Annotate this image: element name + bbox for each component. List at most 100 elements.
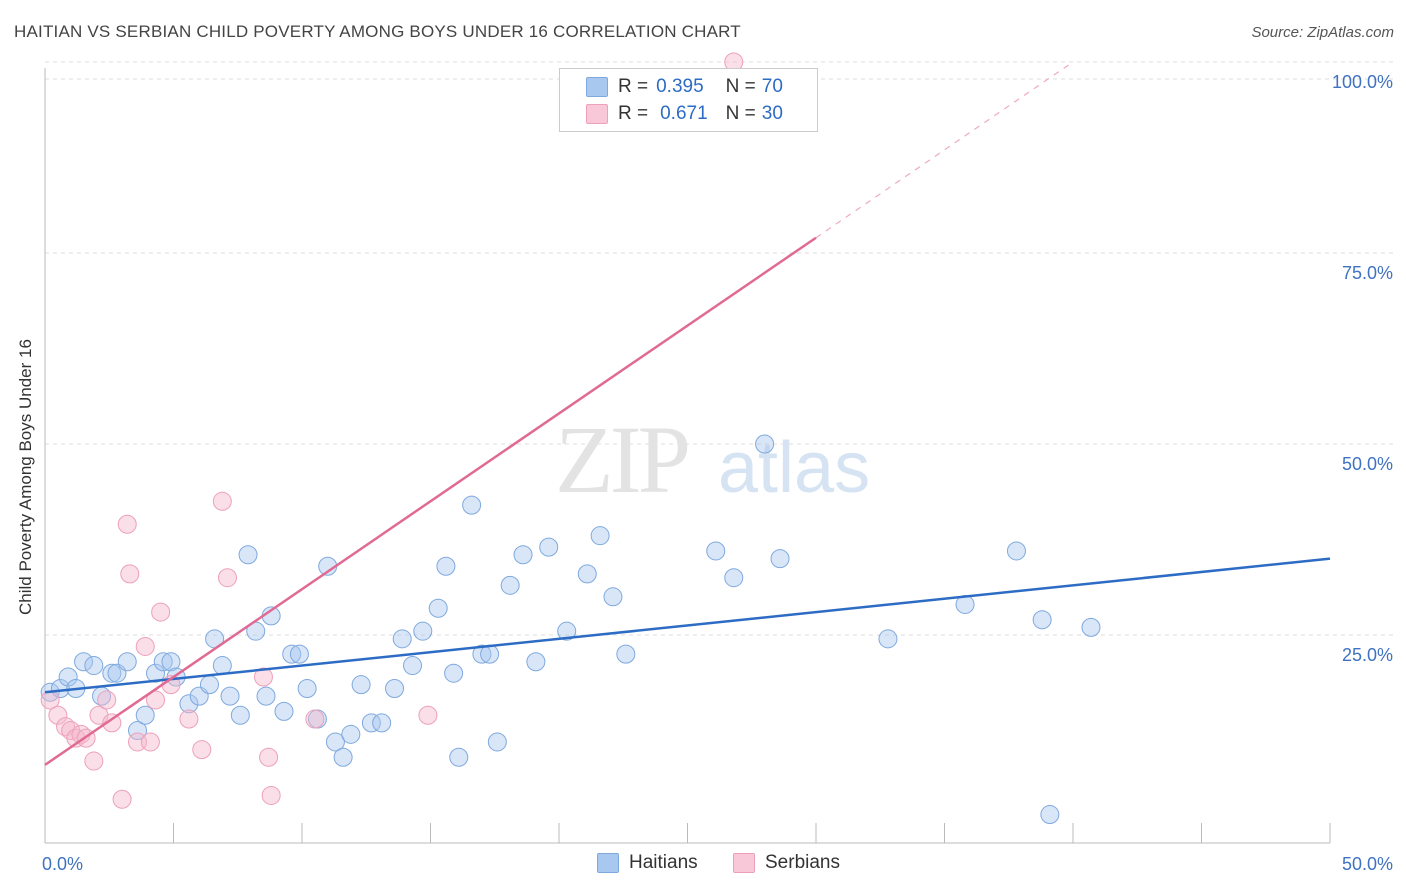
- legend-row-serbians: R = 0.671 N = 30: [586, 102, 783, 126]
- serbians-trend-line: [44, 236, 817, 766]
- watermark: ZIP atlas: [555, 406, 870, 513]
- serbian-point: [102, 713, 122, 733]
- y-tick-label: 50.0%: [1342, 454, 1393, 474]
- haitian-point: [274, 701, 294, 721]
- haitian-point: [128, 721, 148, 740]
- serbian-point: [84, 751, 104, 771]
- x-tick-label: 50.0%: [1342, 854, 1393, 874]
- haitian-point: [436, 556, 456, 576]
- haitian-point: [372, 713, 392, 733]
- serbian-point: [117, 514, 137, 534]
- haitian-point: [603, 587, 623, 607]
- serbian-point: [48, 705, 68, 725]
- haitian-point: [220, 686, 240, 706]
- haitian-point: [500, 575, 520, 595]
- haitian-point: [230, 705, 250, 725]
- haitian-point: [117, 652, 137, 672]
- haitian-point: [539, 537, 559, 557]
- serbian-point: [179, 709, 199, 729]
- haitian-point: [238, 545, 258, 565]
- bottom-legend-serbians: Serbians: [733, 852, 840, 874]
- haitians-swatch: [597, 853, 619, 873]
- serbian-point: [212, 491, 232, 511]
- haitian-point: [428, 598, 448, 618]
- serbian-point: [97, 690, 117, 710]
- serbian-point: [151, 602, 171, 622]
- n-label: N =: [725, 76, 756, 97]
- legend-label-haitians: Haitians: [629, 852, 698, 873]
- serbian-point: [261, 785, 281, 805]
- haitian-point: [472, 644, 492, 664]
- haitian-point: [256, 686, 276, 706]
- axis-layer: [44, 68, 1331, 844]
- haitian-point: [449, 747, 469, 767]
- tick-layer: 25.0% 50.0% 75.0% 100.0% 0.0% 50.0%: [42, 72, 1393, 874]
- serbians-trend-extension: [815, 61, 1074, 239]
- y-axis-label-wrap: Child Poverty Among Boys Under 16: [16, 339, 36, 635]
- haitian-point: [755, 434, 775, 454]
- haitian-point: [74, 652, 94, 672]
- y-tick-label: 75.0%: [1342, 263, 1393, 283]
- haitian-point: [361, 713, 381, 733]
- haitian-point: [199, 675, 219, 695]
- haitians-trend-line: [44, 557, 1331, 694]
- haitian-point: [1006, 541, 1026, 561]
- haitian-point: [102, 663, 122, 683]
- haitian-point: [724, 568, 744, 588]
- haitian-point: [146, 663, 166, 683]
- haitian-point: [289, 644, 309, 664]
- y-tick-label: 100.0%: [1332, 72, 1393, 92]
- serbian-point: [112, 789, 132, 809]
- source-credit: Source: ZipAtlas.com: [1251, 24, 1394, 41]
- haitian-point: [282, 644, 302, 664]
- serbian-point: [135, 636, 155, 656]
- stats-legend: R = 0.395 N = 70 R = 0.671 N = 30: [559, 68, 818, 132]
- serbian-point: [192, 740, 212, 760]
- haitian-point: [135, 705, 155, 725]
- n-label: N =: [725, 103, 756, 124]
- haitian-point: [590, 526, 610, 546]
- serbian-point: [418, 705, 438, 725]
- serbian-point: [140, 732, 160, 752]
- n-value: 70: [761, 76, 783, 97]
- haitian-point: [513, 545, 533, 565]
- bottom-legend-haitians: Haitians: [597, 852, 698, 874]
- haitian-point: [462, 495, 482, 515]
- haitian-point: [58, 667, 78, 687]
- haitian-point: [526, 652, 546, 672]
- haitian-point: [403, 656, 423, 676]
- haitian-point: [212, 656, 232, 676]
- haitian-point: [179, 694, 199, 714]
- serbian-point: [146, 690, 166, 710]
- haitian-point: [487, 732, 507, 752]
- y-tick-label: 25.0%: [1342, 645, 1393, 665]
- haitian-point: [297, 678, 317, 698]
- haitian-point: [333, 747, 353, 767]
- haitian-point: [392, 629, 412, 649]
- haitian-point: [84, 656, 104, 676]
- r-value: 0.395: [656, 76, 704, 97]
- n-value: 30: [761, 103, 783, 124]
- haitian-point: [770, 549, 790, 569]
- x-tick-label: 0.0%: [42, 854, 83, 874]
- points-layer: [40, 52, 1101, 825]
- serbian-point: [120, 564, 140, 584]
- haitian-point: [577, 564, 597, 584]
- legend-row-haitians: R = 0.395 N = 70: [586, 75, 783, 99]
- r-value: 0.671: [660, 103, 708, 124]
- haitian-point: [1081, 617, 1101, 637]
- haitian-point: [706, 541, 726, 561]
- haitian-point: [413, 621, 433, 641]
- svg-text:ZIP: ZIP: [555, 406, 688, 513]
- chart-title: HAITIAN VS SERBIAN CHILD POVERTY AMONG B…: [14, 22, 741, 41]
- haitian-point: [153, 652, 173, 672]
- r-label: R =: [618, 76, 649, 97]
- serbian-point: [217, 568, 237, 588]
- haitian-point: [325, 732, 345, 752]
- haitian-point: [351, 675, 371, 695]
- serbian-point: [259, 747, 279, 767]
- serbians-swatch: [586, 104, 608, 124]
- legend-label-serbians: Serbians: [765, 852, 840, 873]
- haitian-point: [161, 652, 181, 672]
- y-axis-label: Child Poverty Among Boys Under 16: [16, 339, 35, 615]
